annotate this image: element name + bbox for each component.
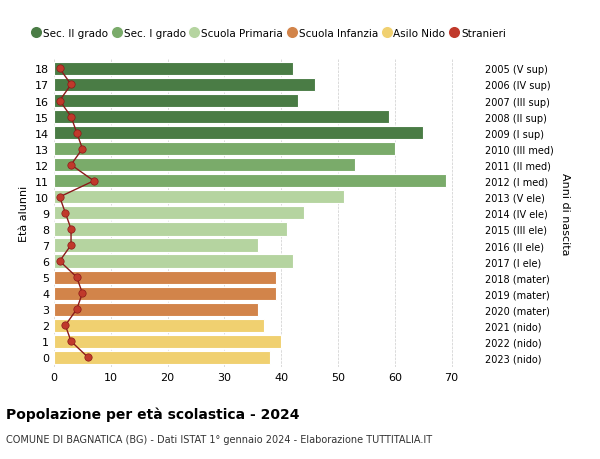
Bar bbox=[54, 351, 270, 364]
Text: COMUNE DI BAGNATICA (BG) - Dati ISTAT 1° gennaio 2024 - Elaborazione TUTTITALIA.: COMUNE DI BAGNATICA (BG) - Dati ISTAT 1°… bbox=[6, 434, 432, 444]
Point bbox=[55, 258, 64, 265]
Bar bbox=[54, 255, 293, 268]
Point bbox=[66, 242, 76, 249]
Y-axis label: Età alunni: Età alunni bbox=[19, 185, 29, 241]
Point bbox=[55, 66, 64, 73]
Point bbox=[89, 178, 98, 185]
Bar bbox=[54, 79, 315, 92]
Bar bbox=[54, 175, 446, 188]
Point bbox=[72, 306, 82, 313]
Point bbox=[83, 354, 93, 361]
Bar bbox=[54, 143, 395, 156]
Point bbox=[55, 98, 64, 105]
Point bbox=[66, 162, 76, 169]
Point bbox=[66, 338, 76, 345]
Bar bbox=[54, 239, 259, 252]
Point bbox=[61, 322, 70, 329]
Point bbox=[77, 290, 87, 297]
Bar bbox=[54, 159, 355, 172]
Point bbox=[66, 82, 76, 89]
Point bbox=[61, 210, 70, 217]
Bar bbox=[54, 303, 259, 316]
Bar bbox=[54, 95, 298, 108]
Bar bbox=[54, 335, 281, 348]
Text: Popolazione per età scolastica - 2024: Popolazione per età scolastica - 2024 bbox=[6, 406, 299, 421]
Bar bbox=[54, 223, 287, 236]
Bar bbox=[54, 319, 264, 332]
Point bbox=[55, 194, 64, 201]
Point bbox=[72, 274, 82, 281]
Point bbox=[66, 226, 76, 233]
Bar bbox=[54, 287, 275, 300]
Bar bbox=[54, 191, 344, 204]
Point bbox=[72, 130, 82, 137]
Legend: Sec. II grado, Sec. I grado, Scuola Primaria, Scuola Infanzia, Asilo Nido, Stran: Sec. II grado, Sec. I grado, Scuola Prim… bbox=[29, 25, 510, 43]
Bar bbox=[54, 127, 423, 140]
Point bbox=[77, 146, 87, 153]
Point bbox=[66, 114, 76, 121]
Bar bbox=[54, 207, 304, 220]
Bar bbox=[54, 111, 389, 124]
Bar bbox=[54, 63, 293, 76]
Y-axis label: Anni di nascita: Anni di nascita bbox=[560, 172, 570, 255]
Bar bbox=[54, 271, 275, 284]
